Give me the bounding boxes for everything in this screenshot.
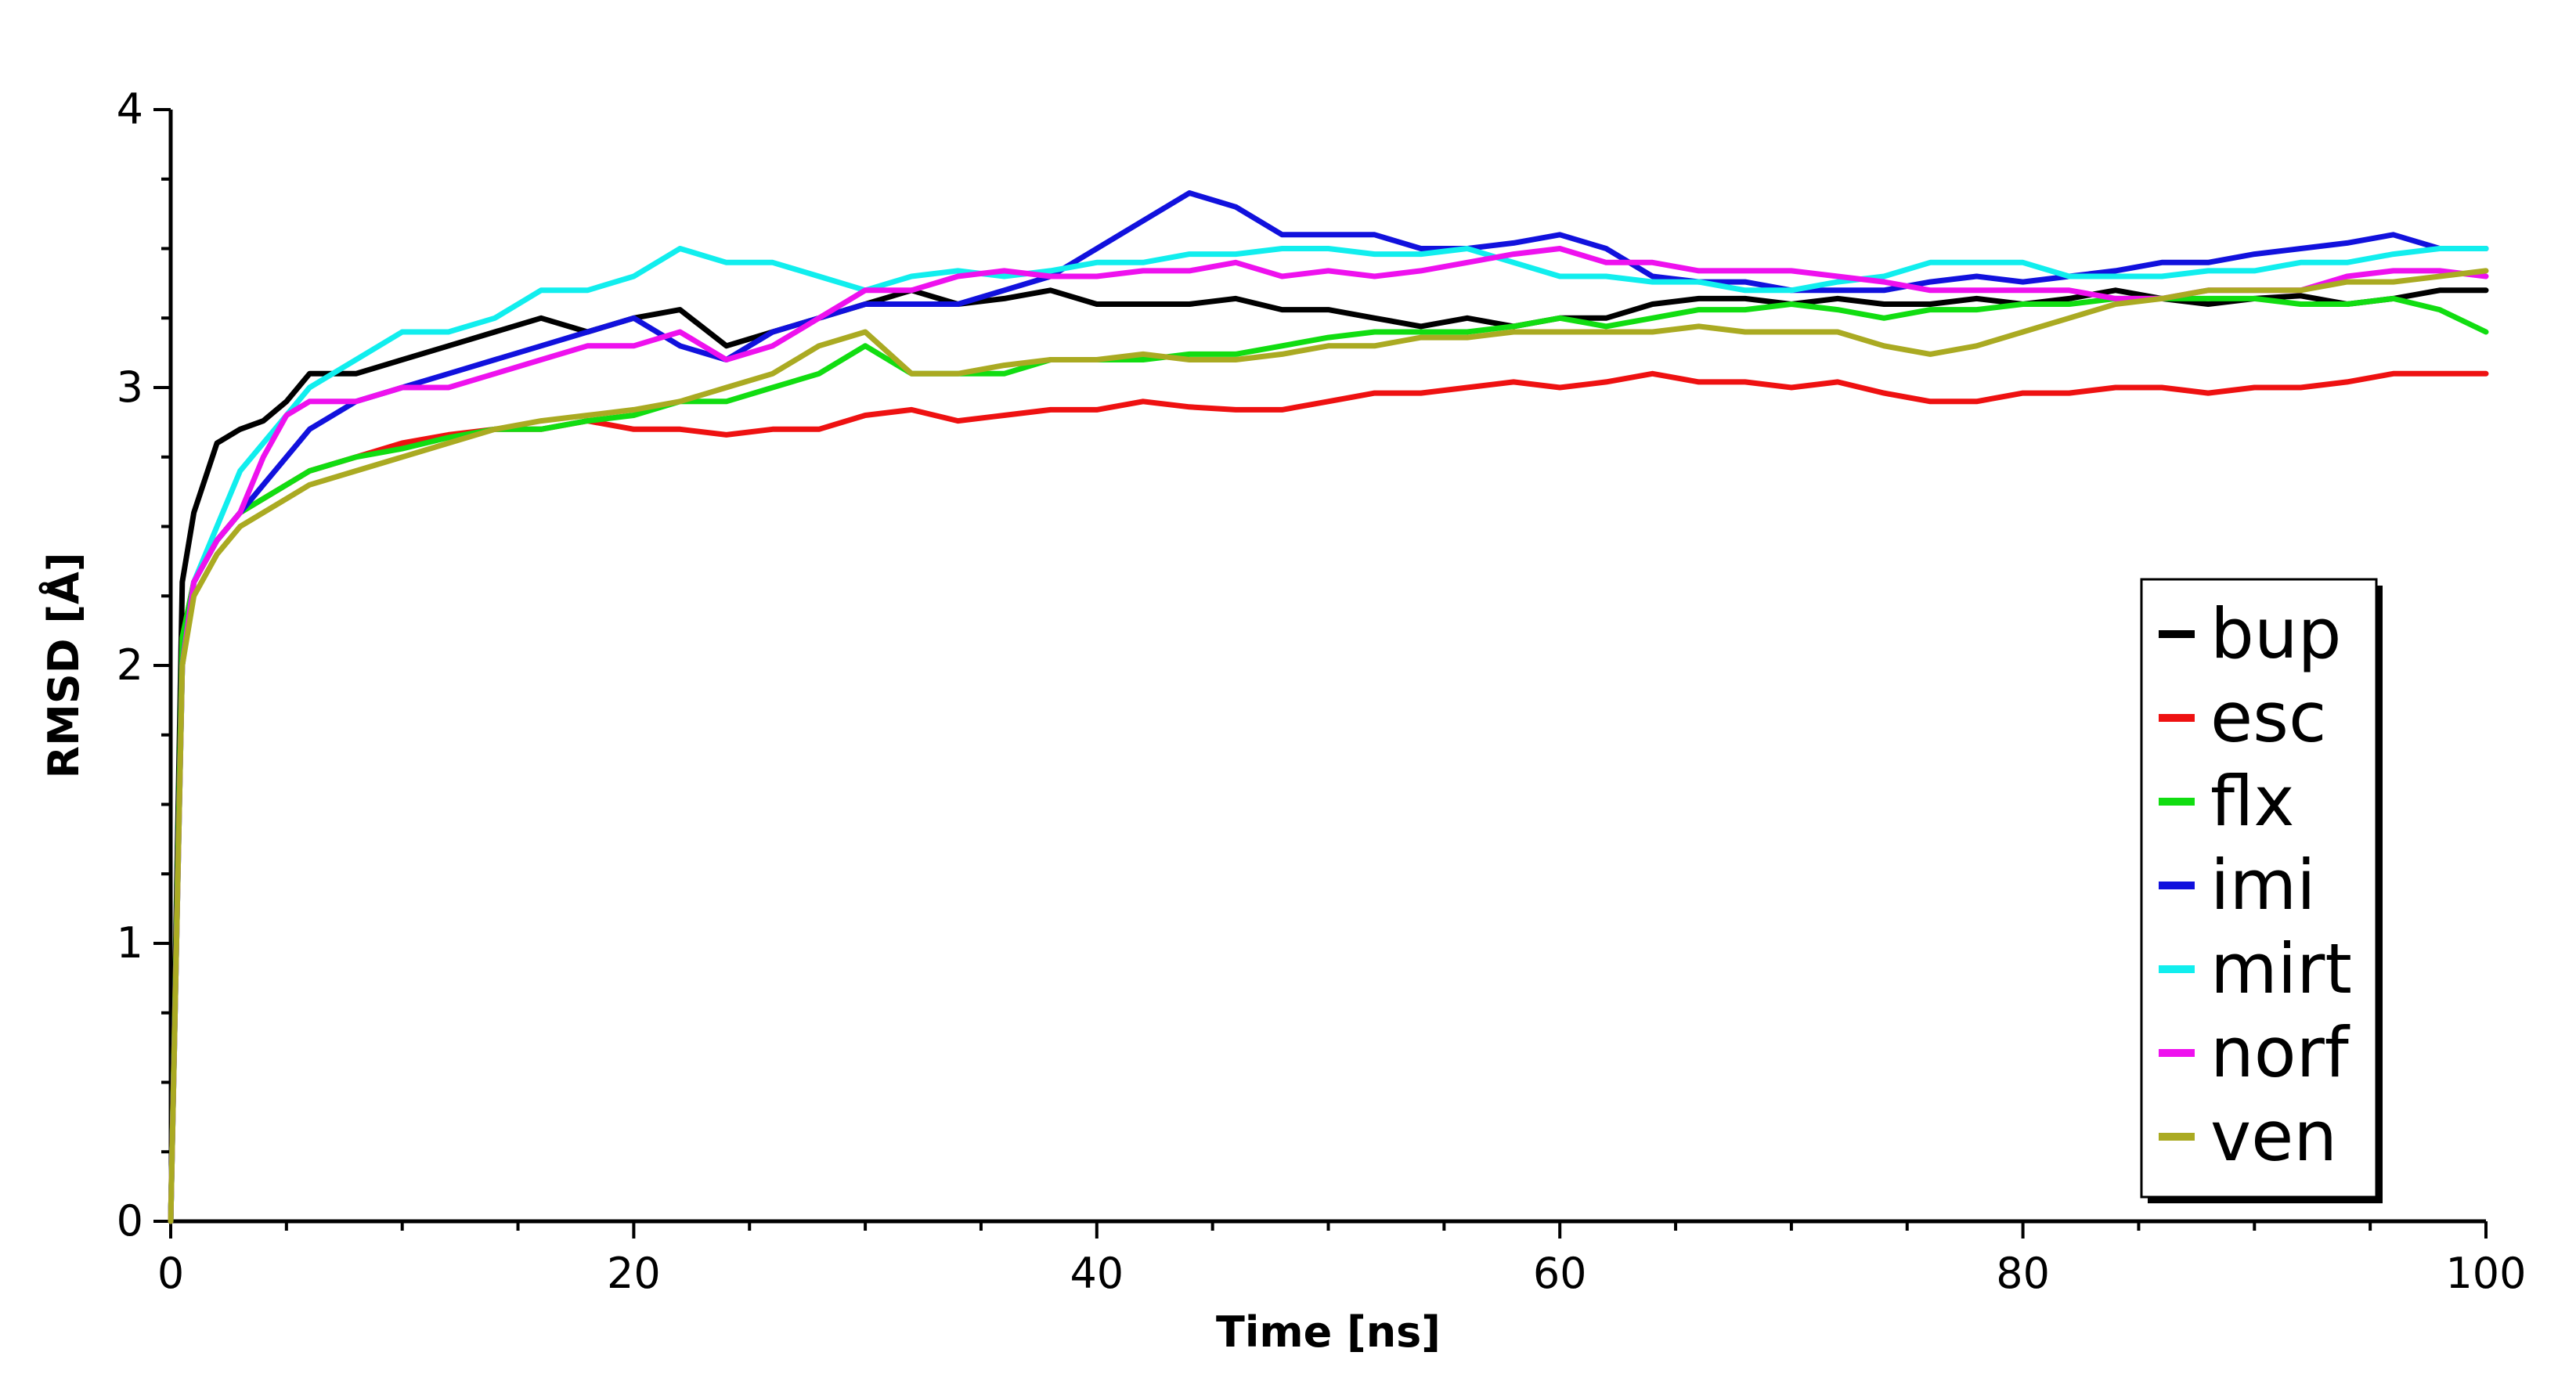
y-tick-label: 1 — [117, 918, 143, 968]
series-line-ven — [168, 268, 2489, 1224]
series-line-mirt — [168, 246, 2489, 1224]
y-tick-label: 2 — [117, 640, 143, 690]
legend-label-ven: ven — [2210, 1096, 2337, 1177]
x-tick-label: 60 — [1533, 1249, 1587, 1298]
series-line-flx — [168, 295, 2489, 1224]
legend-label-flx: flx — [2210, 761, 2295, 842]
axes: 0 20 40 60 80 100 0 1 2 3 4 — [117, 85, 2527, 1298]
y-tick-label: 3 — [117, 362, 143, 412]
series-line-bup — [168, 287, 2489, 1224]
y-tick-label: 4 — [117, 85, 143, 134]
legend-label-imi: imi — [2210, 845, 2316, 925]
x-axis-title: Time [ns] — [1216, 1307, 1441, 1357]
series-line-norf — [168, 246, 2489, 1224]
legend-label-esc: esc — [2210, 677, 2326, 758]
x-tick-label: 40 — [1070, 1249, 1124, 1298]
x-tick-label: 20 — [607, 1249, 661, 1298]
legend-label-mirt: mirt — [2210, 928, 2352, 1009]
legend-label-norf: norf — [2210, 1012, 2351, 1093]
y-tick-label: 0 — [117, 1196, 143, 1246]
x-tick-label: 0 — [157, 1249, 184, 1298]
x-tick-label: 80 — [1996, 1249, 2050, 1298]
x-tick-label: 100 — [2445, 1249, 2526, 1298]
series-lines — [168, 190, 2489, 1224]
legend-label-bup: bup — [2210, 593, 2342, 674]
series-line-esc — [168, 370, 2489, 1224]
y-axis-title: RMSD [Å] — [39, 553, 88, 779]
